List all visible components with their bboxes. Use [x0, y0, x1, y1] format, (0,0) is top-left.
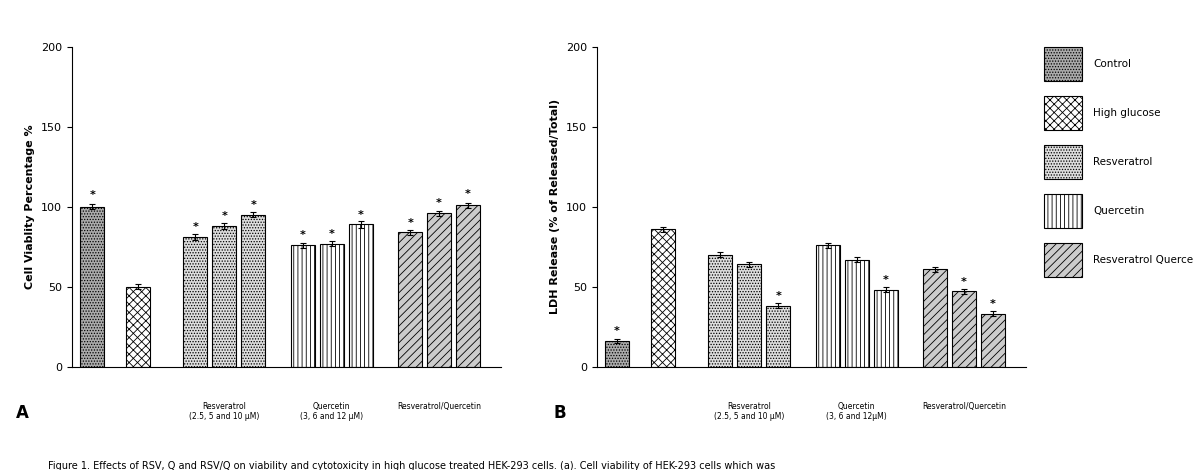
Text: Resveratrol
(2.5, 5 and 10 μM): Resveratrol (2.5, 5 and 10 μM)	[715, 402, 785, 421]
Y-axis label: LDH Release (% of Released/Total): LDH Release (% of Released/Total)	[550, 99, 560, 314]
Text: *: *	[251, 200, 256, 210]
Bar	[125, 287, 149, 367]
Text: *: *	[614, 326, 620, 336]
Text: *: *	[990, 299, 996, 309]
Text: *: *	[89, 190, 95, 200]
Text: *: *	[329, 229, 335, 239]
Bar	[348, 224, 372, 367]
Text: Quercetin
(3, 6 and 12μM): Quercetin (3, 6 and 12μM)	[827, 402, 888, 421]
Text: *: *	[192, 222, 198, 232]
Bar	[873, 290, 897, 367]
Text: Resveratrol Quercetin: Resveratrol Quercetin	[1093, 255, 1193, 265]
Bar	[605, 341, 629, 367]
Text: *: *	[883, 275, 889, 285]
Bar	[981, 314, 1005, 367]
Text: B: B	[554, 404, 567, 422]
Text: Resveratrol
(2.5, 5 and 10 μM): Resveratrol (2.5, 5 and 10 μM)	[190, 402, 260, 421]
Bar	[650, 229, 674, 367]
Bar	[737, 264, 761, 367]
Text: *: *	[775, 291, 781, 301]
Y-axis label: Cell Viablity Percentage %: Cell Viablity Percentage %	[25, 125, 35, 289]
Text: Resveratrol/Quercetin: Resveratrol/Quercetin	[397, 402, 481, 411]
Bar	[291, 245, 315, 367]
Text: Resveratrol/Quercetin: Resveratrol/Quercetin	[922, 402, 1006, 411]
Text: *: *	[437, 198, 443, 208]
Text: Quercetin
(3, 6 and 12 μM): Quercetin (3, 6 and 12 μM)	[301, 402, 364, 421]
Text: Quercetin: Quercetin	[1093, 206, 1144, 216]
Text: Figure 1. Effects of RSV, Q and RSV/Q on viability and cytotoxicity in high gluc: Figure 1. Effects of RSV, Q and RSV/Q on…	[48, 461, 775, 470]
Bar	[320, 243, 344, 367]
Text: *: *	[222, 211, 228, 221]
Bar	[1044, 96, 1082, 130]
Text: Control: Control	[1093, 59, 1131, 69]
Bar	[212, 226, 236, 367]
Bar	[766, 306, 790, 367]
Bar	[1044, 195, 1082, 228]
Bar	[1044, 145, 1082, 179]
Bar	[398, 232, 422, 367]
Bar	[1044, 47, 1082, 81]
Text: *: *	[962, 277, 968, 287]
Bar	[241, 215, 265, 367]
Text: *: *	[465, 189, 471, 199]
Bar	[80, 207, 104, 367]
Text: *: *	[299, 230, 305, 240]
Text: A: A	[16, 404, 29, 422]
Text: *: *	[407, 218, 413, 227]
Bar	[816, 245, 840, 367]
Bar	[709, 255, 733, 367]
Bar	[456, 205, 480, 367]
Bar	[1044, 243, 1082, 277]
Bar	[923, 269, 947, 367]
Bar	[952, 291, 976, 367]
Bar	[184, 237, 208, 367]
Bar	[845, 259, 869, 367]
Bar	[427, 213, 451, 367]
Text: *: *	[358, 210, 364, 219]
Text: Resveratrol: Resveratrol	[1093, 157, 1152, 167]
Text: High glucose: High glucose	[1093, 108, 1161, 118]
